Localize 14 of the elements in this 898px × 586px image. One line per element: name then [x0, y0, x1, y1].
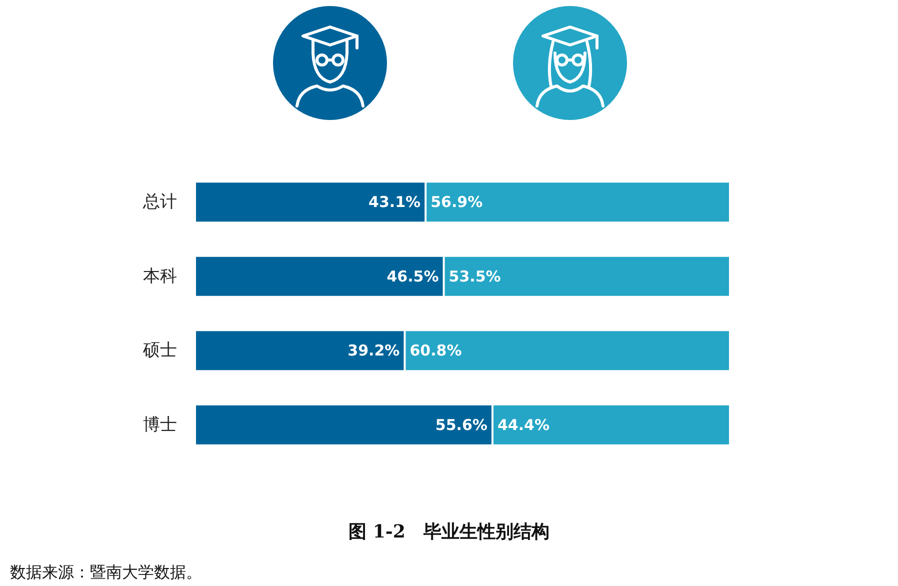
source-note: 数据来源：暨南大学数据。: [10, 562, 202, 582]
y-tick-label: 博士: [143, 414, 177, 435]
y-tick-label: 本科: [143, 266, 177, 286]
data-label: 44.4%: [497, 416, 550, 434]
data-label: 53.5%: [448, 267, 501, 286]
data-label: 39.2%: [348, 342, 400, 360]
y-tick-label: 总计: [142, 192, 177, 212]
data-label: 55.6%: [435, 416, 488, 434]
data-label: 43.1%: [368, 193, 421, 212]
text: 图 1-2 毕业生性别结构: [348, 522, 550, 542]
data-label: 46.5%: [386, 267, 439, 286]
y-tick-label: 硕士: [142, 340, 177, 361]
data-label: 60.8%: [410, 342, 462, 360]
data-label: 56.9%: [430, 193, 483, 212]
